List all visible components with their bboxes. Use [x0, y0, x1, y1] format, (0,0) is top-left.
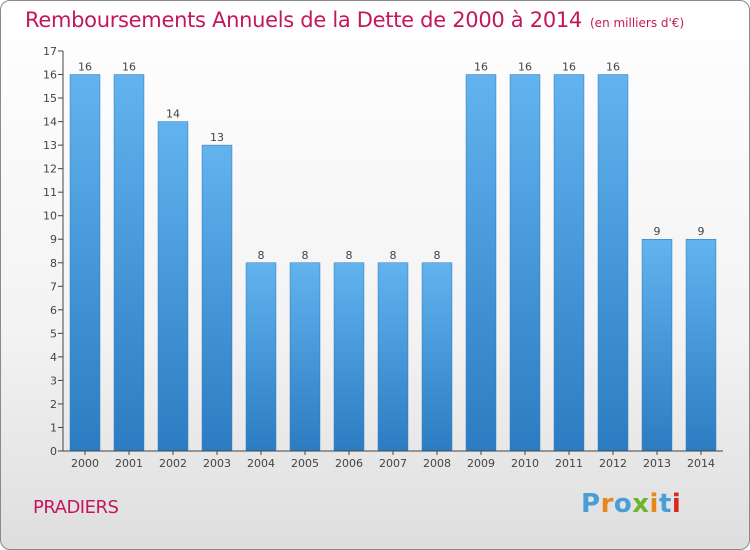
- x-tick-label-2008: 2008: [423, 457, 451, 470]
- data-label-2002: 14: [166, 108, 180, 121]
- y-tick-label: 15: [43, 92, 57, 105]
- bar-2011[interactable]: [553, 74, 585, 452]
- data-label-2014: 9: [698, 225, 705, 238]
- y-tick-label: 6: [50, 304, 57, 317]
- y-tick-label: 7: [50, 280, 57, 293]
- data-label-2006: 8: [346, 249, 353, 262]
- bar-2006[interactable]: [333, 262, 365, 452]
- y-tick-label: 11: [43, 186, 57, 199]
- bar-2010[interactable]: [509, 74, 541, 452]
- bar-2014[interactable]: [685, 238, 717, 452]
- data-label-2011: 16: [562, 61, 576, 74]
- chart-subtitle: (en milliers d'€): [590, 16, 685, 30]
- logo-letter: x: [632, 489, 650, 519]
- logo-letter: o: [613, 489, 633, 519]
- chart-title: Remboursements Annuels de la Dette de 20…: [25, 8, 684, 32]
- x-tick-label-2012: 2012: [599, 457, 627, 470]
- x-tick-label-2007: 2007: [379, 457, 407, 470]
- bar-2003[interactable]: [201, 144, 233, 452]
- data-label-2005: 8: [302, 249, 309, 262]
- logo-letter: i: [671, 489, 682, 519]
- bar-2013[interactable]: [641, 238, 673, 452]
- y-tick-label: 14: [43, 116, 57, 129]
- x-tick-label-2009: 2009: [467, 457, 495, 470]
- data-label-2013: 9: [654, 225, 661, 238]
- bar-2000[interactable]: [69, 74, 101, 452]
- logo-letter: i: [649, 489, 659, 519]
- bar-2012[interactable]: [597, 74, 629, 452]
- bar-2005[interactable]: [289, 262, 321, 452]
- logo-letter: P: [581, 489, 601, 519]
- y-tick-label: 16: [43, 69, 57, 82]
- y-tick-label: 4: [50, 351, 57, 364]
- y-tick-label: 1: [50, 421, 57, 434]
- y-tick-label: 12: [43, 163, 57, 176]
- data-label-2009: 16: [474, 61, 488, 74]
- x-tick-label-2003: 2003: [203, 457, 231, 470]
- data-label-2008: 8: [434, 249, 441, 262]
- data-label-2004: 8: [258, 249, 265, 262]
- bars: [69, 74, 717, 452]
- x-tick-label-2002: 2002: [159, 457, 187, 470]
- data-label-2001: 16: [122, 61, 136, 74]
- chart-title-text: Remboursements Annuels de la Dette de 20…: [25, 8, 582, 32]
- data-label-2012: 16: [606, 61, 620, 74]
- bar-2004[interactable]: [245, 262, 277, 452]
- bar-2009[interactable]: [465, 74, 497, 452]
- y-tick-label: 2: [50, 398, 57, 411]
- y-tick-label: 0: [50, 445, 57, 458]
- x-tick-label-2001: 2001: [115, 457, 143, 470]
- bar-2007[interactable]: [377, 262, 409, 452]
- bar-2008[interactable]: [421, 262, 453, 452]
- x-tick-label-2011: 2011: [555, 457, 583, 470]
- data-label-2003: 13: [210, 131, 224, 144]
- y-tick-label: 10: [43, 210, 57, 223]
- x-axis: 2000 2001 2002 2003 2004 2005 2006 2007 2008 2009…: [63, 450, 723, 470]
- data-label-2010: 16: [518, 61, 532, 74]
- y-tick-label: 8: [50, 257, 57, 270]
- x-tick-label-2006: 2006: [335, 457, 363, 470]
- bar-2001[interactable]: [113, 74, 145, 452]
- y-tick-label: 17: [43, 45, 57, 58]
- x-tick-label-2004: 2004: [247, 457, 275, 470]
- x-tick-label-2013: 2013: [643, 457, 671, 470]
- y-tick-label: 13: [43, 139, 57, 152]
- x-tick-label-2000: 2000: [71, 457, 99, 470]
- y-tick-label: 9: [50, 233, 57, 246]
- x-tick-label-2014: 2014: [687, 457, 715, 470]
- data-labels: 16 16 14 13 8 8 8 8 8 16 16 16 16 9 9: [78, 61, 705, 262]
- x-tick-label-2010: 2010: [511, 457, 539, 470]
- logo-letter: t: [658, 489, 672, 519]
- x-tick-label-2005: 2005: [291, 457, 319, 470]
- y-tick-label: 5: [50, 327, 57, 340]
- y-tick-label: 3: [50, 374, 57, 387]
- data-label-2000: 16: [78, 61, 92, 74]
- bar-2002[interactable]: [157, 121, 189, 452]
- logo-letter: r: [600, 489, 614, 519]
- place-name: PRADIERS: [33, 497, 119, 518]
- proxiti-logo[interactable]: Proxiti: [581, 489, 681, 519]
- data-label-2007: 8: [390, 249, 397, 262]
